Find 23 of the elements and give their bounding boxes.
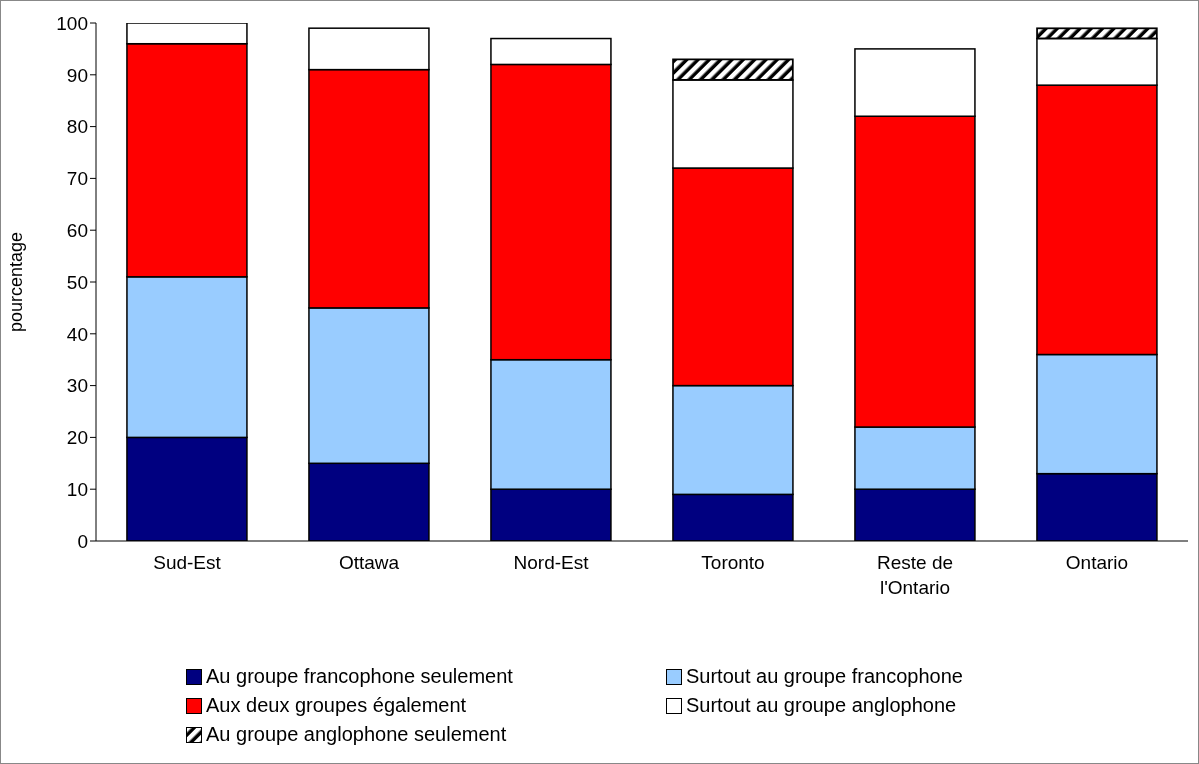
x-tick-label: Sud-Est	[153, 552, 222, 573]
legend-label: Aux deux groupes également	[206, 694, 467, 717]
y-tick-label: 80	[66, 116, 88, 138]
x-tick-label: Toronto	[701, 552, 765, 573]
y-axis-title: pourcentage	[6, 231, 27, 333]
x-tick-label: Ontario	[1065, 552, 1129, 573]
legend-label: Au groupe francophone seulement	[206, 665, 513, 688]
y-tick-label: 40	[66, 323, 88, 345]
y-tick-label: 0	[77, 530, 88, 552]
y-tick-label: 70	[66, 168, 88, 190]
legend-label: Surtout au groupe francophone	[686, 665, 963, 688]
x-tick-label: Ottawa	[338, 552, 400, 573]
legend-label: Surtout au groupe anglophone	[686, 694, 957, 717]
y-tick-label: 90	[66, 64, 88, 86]
y-tick-label: 100	[56, 12, 88, 34]
y-tick-label: 10	[66, 478, 88, 500]
y-tick-label: 60	[66, 219, 88, 241]
y-tick-label: 50	[66, 271, 88, 293]
y-tick-label: 20	[66, 427, 88, 449]
legend-label: Au groupe anglophone seulement	[206, 723, 507, 746]
x-tick-label: Nord-Est	[513, 552, 590, 573]
y-tick-label: 30	[66, 375, 88, 397]
x-tick-label: Reste de l'Ontario	[876, 552, 954, 598]
